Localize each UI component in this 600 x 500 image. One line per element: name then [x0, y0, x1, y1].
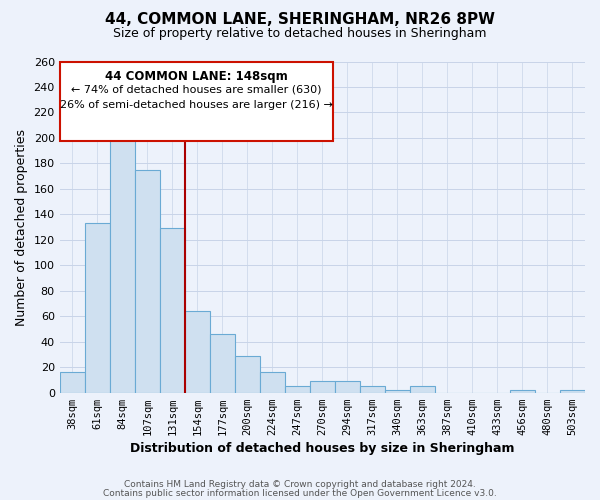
Bar [160, 228, 185, 392]
Bar [510, 390, 535, 392]
Bar [335, 381, 360, 392]
Y-axis label: Number of detached properties: Number of detached properties [15, 128, 28, 326]
Text: 26% of semi-detached houses are larger (216) →: 26% of semi-detached houses are larger (… [60, 100, 332, 110]
Bar [210, 334, 235, 392]
FancyBboxPatch shape [59, 62, 333, 141]
Bar [185, 311, 210, 392]
Text: 44 COMMON LANE: 148sqm: 44 COMMON LANE: 148sqm [105, 70, 287, 83]
Bar [410, 386, 435, 392]
Bar [235, 356, 260, 393]
Text: Contains public sector information licensed under the Open Government Licence v3: Contains public sector information licen… [103, 488, 497, 498]
Bar [110, 122, 135, 392]
Bar [385, 390, 410, 392]
Text: ← 74% of detached houses are smaller (630): ← 74% of detached houses are smaller (63… [71, 84, 322, 94]
X-axis label: Distribution of detached houses by size in Sheringham: Distribution of detached houses by size … [130, 442, 515, 455]
Bar [85, 224, 110, 392]
Bar [310, 381, 335, 392]
Bar [59, 372, 85, 392]
Bar [285, 386, 310, 392]
Bar [135, 170, 160, 392]
Text: Contains HM Land Registry data © Crown copyright and database right 2024.: Contains HM Land Registry data © Crown c… [124, 480, 476, 489]
Bar [360, 386, 385, 392]
Bar [560, 390, 585, 392]
Text: 44, COMMON LANE, SHERINGHAM, NR26 8PW: 44, COMMON LANE, SHERINGHAM, NR26 8PW [105, 12, 495, 28]
Bar [260, 372, 285, 392]
Text: Size of property relative to detached houses in Sheringham: Size of property relative to detached ho… [113, 28, 487, 40]
